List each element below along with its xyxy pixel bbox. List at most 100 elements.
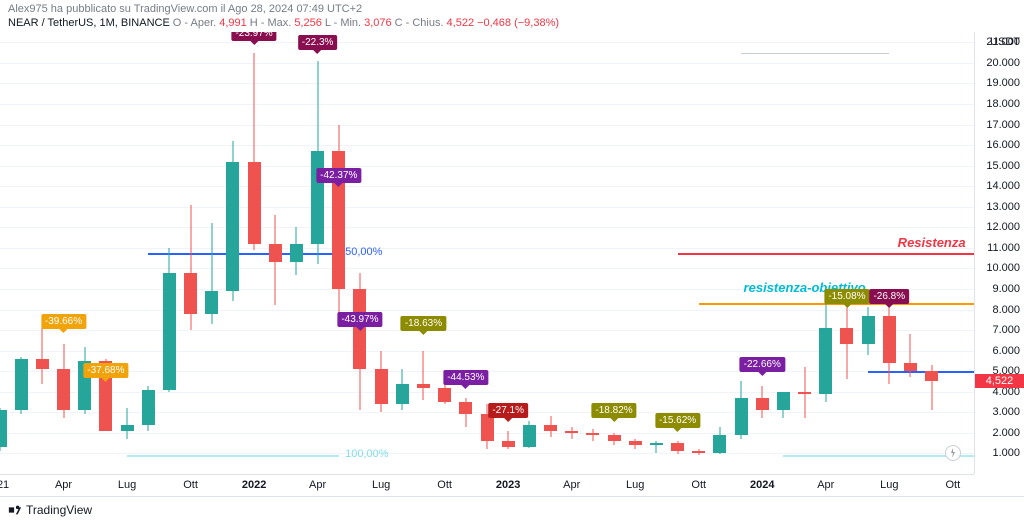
ohlc-o-value: 4,991 <box>219 17 247 29</box>
pct-label[interactable]: -37.68% <box>83 363 128 378</box>
candle[interactable] <box>542 32 559 474</box>
pct-label[interactable]: -44.53% <box>443 370 488 385</box>
candle[interactable] <box>648 32 665 474</box>
y-tick-label: 7.000 <box>992 324 1020 336</box>
candle[interactable] <box>733 32 750 474</box>
y-tick-label: 18.000 <box>986 98 1020 110</box>
candle[interactable] <box>881 32 898 474</box>
y-tick-label: 2.000 <box>992 427 1020 439</box>
candle[interactable] <box>55 32 72 474</box>
y-tick-label: 3.000 <box>992 406 1020 418</box>
x-tick-label: Apr <box>309 479 326 491</box>
price-tag: 4,522 <box>975 374 1024 388</box>
ohlc-l-label: L - Min. <box>325 17 361 29</box>
candle[interactable] <box>690 32 707 474</box>
symbol[interactable]: NEAR / TetherUS, 1M, BINANCE <box>8 17 170 29</box>
x-tick-label: 2023 <box>496 479 520 491</box>
x-axis[interactable]: 021AprLugOtt2022AprLugOtt2023AprLugOtt20… <box>0 474 974 496</box>
chart-canvas[interactable]: Resistenzaresistenza-obiettivo50,00%100,… <box>0 32 974 474</box>
candle[interactable] <box>775 32 792 474</box>
y-tick-label: 11.000 <box>987 242 1020 254</box>
pct-label[interactable]: -18.82% <box>591 403 636 418</box>
y-tick-label: 21.000 <box>986 36 1020 48</box>
candle[interactable] <box>754 32 771 474</box>
tradingview-logo-icon <box>8 503 22 517</box>
candle[interactable] <box>267 32 284 474</box>
y-tick-label: 13.000 <box>986 201 1020 213</box>
tradingview-brand[interactable]: TradingView <box>26 503 92 517</box>
candle[interactable] <box>330 32 347 474</box>
candle[interactable] <box>669 32 686 474</box>
y-tick-label: 12.000 <box>986 221 1020 233</box>
y-tick-label: 10.000 <box>986 262 1020 274</box>
candle[interactable] <box>457 32 474 474</box>
x-tick-label: Apr <box>55 479 72 491</box>
pct-label[interactable]: -42.37% <box>316 168 361 183</box>
y-tick-label: 17.000 <box>986 119 1020 131</box>
y-tick-label: 16.000 <box>986 139 1020 151</box>
candle[interactable] <box>140 32 157 474</box>
lightning-icon[interactable] <box>945 445 961 461</box>
x-tick-label: Lug <box>880 479 898 491</box>
x-tick-label: 2022 <box>242 479 266 491</box>
ohlc-h-label: H - Max. <box>250 17 292 29</box>
ohlc-o-label: O - Aper. <box>173 17 216 29</box>
candle[interactable] <box>415 32 432 474</box>
candle[interactable] <box>394 32 411 474</box>
candle[interactable] <box>796 32 813 474</box>
candle[interactable] <box>161 32 178 474</box>
pct-label[interactable]: -22.3% <box>298 35 338 50</box>
candle[interactable] <box>351 32 368 474</box>
candle[interactable] <box>97 32 114 474</box>
candle[interactable] <box>436 32 453 474</box>
ohlc-c-label: C - Chius. <box>395 17 444 29</box>
candle[interactable] <box>902 32 919 474</box>
candle[interactable] <box>860 32 877 474</box>
candle[interactable] <box>224 32 241 474</box>
candle[interactable] <box>119 32 136 474</box>
x-tick-label: Ott <box>945 479 960 491</box>
x-tick-label: Ott <box>437 479 452 491</box>
y-tick-label: 14.000 <box>986 180 1020 192</box>
candle[interactable] <box>76 32 93 474</box>
pct-label[interactable]: -26.8% <box>869 289 909 304</box>
pct-label[interactable]: -15.08% <box>824 289 869 304</box>
ohlc-c-value: 4,522 <box>447 17 475 29</box>
candle[interactable] <box>203 32 220 474</box>
y-tick-label: 19.000 <box>986 77 1020 89</box>
x-tick-label: Lug <box>626 479 644 491</box>
candle[interactable] <box>182 32 199 474</box>
x-tick-label: Ott <box>691 479 706 491</box>
x-tick-label: Apr <box>817 479 834 491</box>
y-axis[interactable]: USDT 1.0002.0003.0004.0005.0006.0007.000… <box>974 32 1024 474</box>
y-tick-label: 6.000 <box>992 345 1020 357</box>
y-tick-label: 20.000 <box>986 57 1020 69</box>
pct-label[interactable]: -27.1% <box>488 403 528 418</box>
x-tick-label: Apr <box>563 479 580 491</box>
x-tick-label: Lug <box>372 479 390 491</box>
candle[interactable] <box>0 32 9 474</box>
pct-label[interactable]: -22.66% <box>740 357 785 372</box>
candle[interactable] <box>563 32 580 474</box>
candle[interactable] <box>13 32 30 474</box>
candle[interactable] <box>711 32 728 474</box>
pct-label[interactable]: -18.63% <box>401 316 446 331</box>
x-tick-label: Ott <box>183 479 198 491</box>
candle[interactable] <box>923 32 940 474</box>
candle[interactable] <box>838 32 855 474</box>
candle[interactable] <box>288 32 305 474</box>
candle[interactable] <box>373 32 390 474</box>
pct-label[interactable]: -15.62% <box>655 413 700 428</box>
y-tick-label: 9.000 <box>992 283 1020 295</box>
publish-info: Alex975 ha pubblicato su TradingView.com… <box>8 3 1016 15</box>
ohlc-change: −0,468 (−9,38%) <box>477 17 559 29</box>
chart-header: Alex975 ha pubblicato su TradingView.com… <box>0 0 1024 32</box>
candle[interactable] <box>246 32 263 474</box>
pct-label[interactable]: -39.66% <box>41 314 86 329</box>
candle[interactable] <box>817 32 834 474</box>
pct-label[interactable]: -43.97% <box>337 312 382 327</box>
candle[interactable] <box>34 32 51 474</box>
x-tick-label: 2024 <box>750 479 774 491</box>
y-tick-label: 1.000 <box>992 447 1020 459</box>
candle[interactable] <box>309 32 326 474</box>
